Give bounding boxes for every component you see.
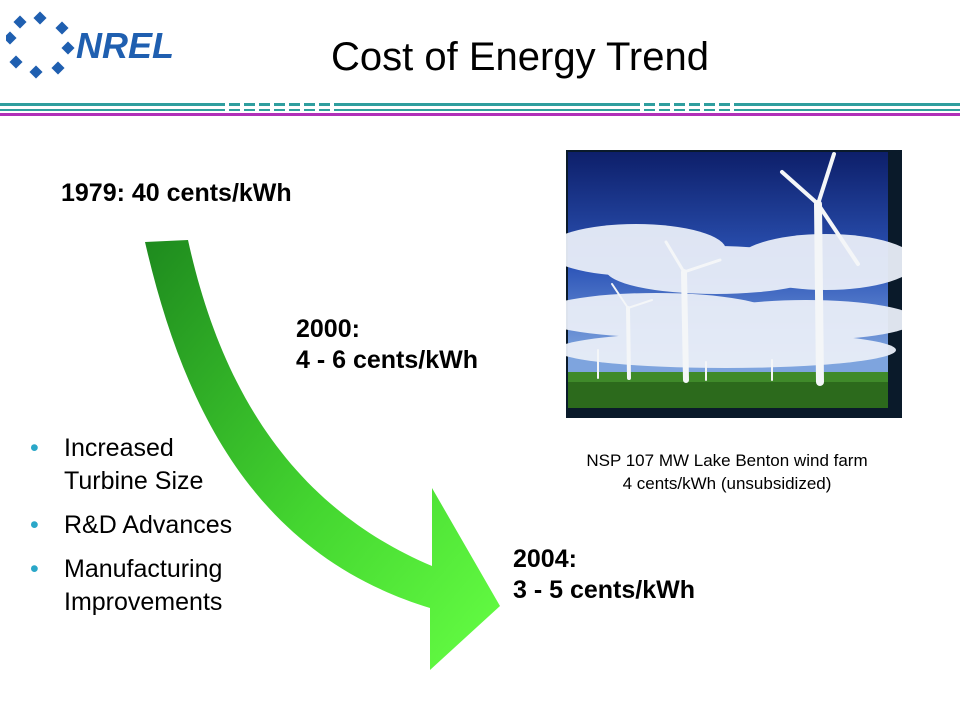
bullet-line: Improvements [64, 588, 223, 616]
driver-bullets: • Increased Turbine Size • R&D Advances … [30, 432, 310, 630]
label-1979: 1979: 40 cents/kWh [61, 179, 292, 207]
label-2000-year: 2000: [296, 315, 360, 343]
photo-caption-line2: 4 cents/kWh (unsubsidized) [622, 474, 832, 493]
bullet-line: Manufacturing [64, 555, 223, 583]
nrel-logo-mark: NREL [0, 8, 174, 82]
bullet-line: R&D Advances [64, 511, 233, 539]
page-title: Cost of Energy Trend [331, 35, 709, 79]
wind-farm-image [536, 150, 916, 418]
photo-caption-line1: NSP 107 MW Lake Benton wind farm [586, 451, 868, 470]
bullet-item: • Manufacturing Improvements [30, 553, 310, 619]
bullet-icon: • [30, 511, 39, 539]
label-2000-cost: 4 - 6 cents/kWh [296, 346, 478, 374]
bullet-line: Increased [64, 434, 174, 462]
bullet-icon: • [30, 555, 39, 583]
wind-farm-photo [536, 150, 916, 418]
bullet-line: Turbine Size [64, 467, 204, 495]
cost-decline-arrow [145, 240, 500, 670]
photo-caption: NSP 107 MW Lake Benton wind farm 4 cents… [520, 449, 934, 495]
label-2004-cost: 3 - 5 cents/kWh [513, 576, 695, 604]
bullet-item: • Increased Turbine Size [30, 432, 310, 498]
logo-text: NREL [76, 25, 174, 66]
label-2000: 2000: 4 - 6 cents/kWh [296, 314, 478, 376]
nrel-logo: NREL [0, 8, 176, 82]
title-rule [0, 103, 960, 116]
bullet-icon: • [30, 434, 39, 462]
bullet-item: • R&D Advances [30, 509, 310, 542]
label-2004: 2004: 3 - 5 cents/kWh [513, 544, 695, 606]
label-2004-year: 2004: [513, 545, 577, 573]
